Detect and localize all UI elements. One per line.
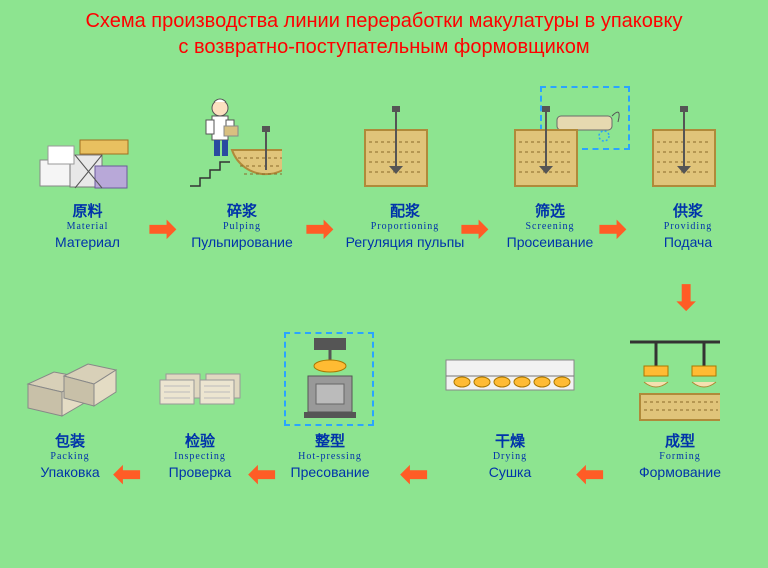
forming-label-cn: 成型 bbox=[620, 430, 740, 451]
arrow-material: ➡ bbox=[148, 212, 177, 246]
stage-inspecting: 检验 Inspecting Проверка bbox=[150, 320, 250, 480]
pulping-label-cn: 碎浆 bbox=[182, 200, 302, 221]
inspecting-label-en: Inspecting bbox=[150, 451, 250, 462]
screening-icon bbox=[495, 90, 595, 200]
arrow-drying: ➡ bbox=[400, 458, 429, 492]
providing-label-ru: Подача bbox=[633, 234, 743, 250]
stage-packing: 包装 Packing Упаковка bbox=[20, 320, 120, 480]
pulping-label-ru: Пульпирование bbox=[182, 234, 302, 250]
arrow-providing: ➡ bbox=[669, 283, 703, 312]
title-line-1: Схема производства линии переработки мак… bbox=[85, 10, 682, 32]
hotpressing-label-ru: Пресование bbox=[280, 464, 380, 480]
screening-label-cn: 筛选 bbox=[495, 200, 605, 221]
hotpressing-label-cn: 整型 bbox=[280, 430, 380, 451]
providing-label-cn: 供浆 bbox=[633, 200, 743, 221]
drying-icon bbox=[440, 320, 580, 430]
drying-label-en: Drying bbox=[440, 451, 580, 462]
forming-icon bbox=[620, 320, 720, 430]
title-line-2: с возвратно-поступательным формовщиком bbox=[178, 36, 589, 58]
proportioning-label-cn: 配浆 bbox=[345, 200, 465, 221]
stage-forming: 成型 Forming Формование bbox=[620, 320, 740, 480]
packing-label-cn: 包装 bbox=[20, 430, 120, 451]
hotpressing-icon bbox=[280, 320, 380, 430]
providing-label-en: Providing bbox=[633, 221, 743, 232]
packing-label-ru: Упаковка bbox=[20, 464, 120, 480]
providing-icon bbox=[633, 90, 733, 200]
hotpressing-label-en: Hot-pressing bbox=[280, 451, 380, 462]
screening-label-en: Screening bbox=[495, 221, 605, 232]
arrow-screening: ➡ bbox=[598, 212, 627, 246]
stage-providing: 供浆 Providing Подача bbox=[633, 90, 743, 250]
arrow-proportioning: ➡ bbox=[460, 212, 489, 246]
pulping-icon bbox=[182, 90, 282, 200]
inspecting-icon bbox=[150, 320, 250, 430]
material-label-en: Material bbox=[30, 221, 145, 232]
stage-hotpressing: 整型 Hot-pressing Пресование bbox=[280, 320, 380, 480]
proportioning-label-ru: Регуляция пульпы bbox=[345, 234, 465, 250]
material-icon bbox=[30, 90, 130, 200]
arrow-inspecting: ➡ bbox=[113, 458, 142, 492]
stage-material: 原料 Material Материал bbox=[30, 90, 145, 250]
inspecting-label-cn: 检验 bbox=[150, 430, 250, 451]
arrow-hotpressing: ➡ bbox=[248, 458, 277, 492]
material-label-ru: Материал bbox=[30, 234, 145, 250]
packing-icon bbox=[20, 320, 120, 430]
proportioning-label-en: Proportioning bbox=[345, 221, 465, 232]
drying-label-ru: Сушка bbox=[440, 464, 580, 480]
proportioning-icon bbox=[345, 90, 445, 200]
inspecting-label-ru: Проверка bbox=[150, 464, 250, 480]
arrow-pulping: ➡ bbox=[305, 212, 334, 246]
pulping-label-en: Pulping bbox=[182, 221, 302, 232]
stage-screening: 筛选 Screening Просеивание bbox=[495, 90, 605, 250]
stage-drying: 干燥 Drying Сушка bbox=[440, 320, 580, 480]
stage-proportioning: 配浆 Proportioning Регуляция пульпы bbox=[345, 90, 465, 250]
diagram-title: Схема производства линии переработки мак… bbox=[0, 0, 768, 60]
packing-label-en: Packing bbox=[20, 451, 120, 462]
arrow-forming: ➡ bbox=[576, 458, 605, 492]
stage-pulping: 碎浆 Pulping Пульпирование bbox=[182, 90, 302, 250]
forming-label-ru: Формование bbox=[620, 464, 740, 480]
drying-label-cn: 干燥 bbox=[440, 430, 580, 451]
material-label-cn: 原料 bbox=[30, 200, 145, 221]
screening-label-ru: Просеивание bbox=[495, 234, 605, 250]
forming-label-en: Forming bbox=[620, 451, 740, 462]
